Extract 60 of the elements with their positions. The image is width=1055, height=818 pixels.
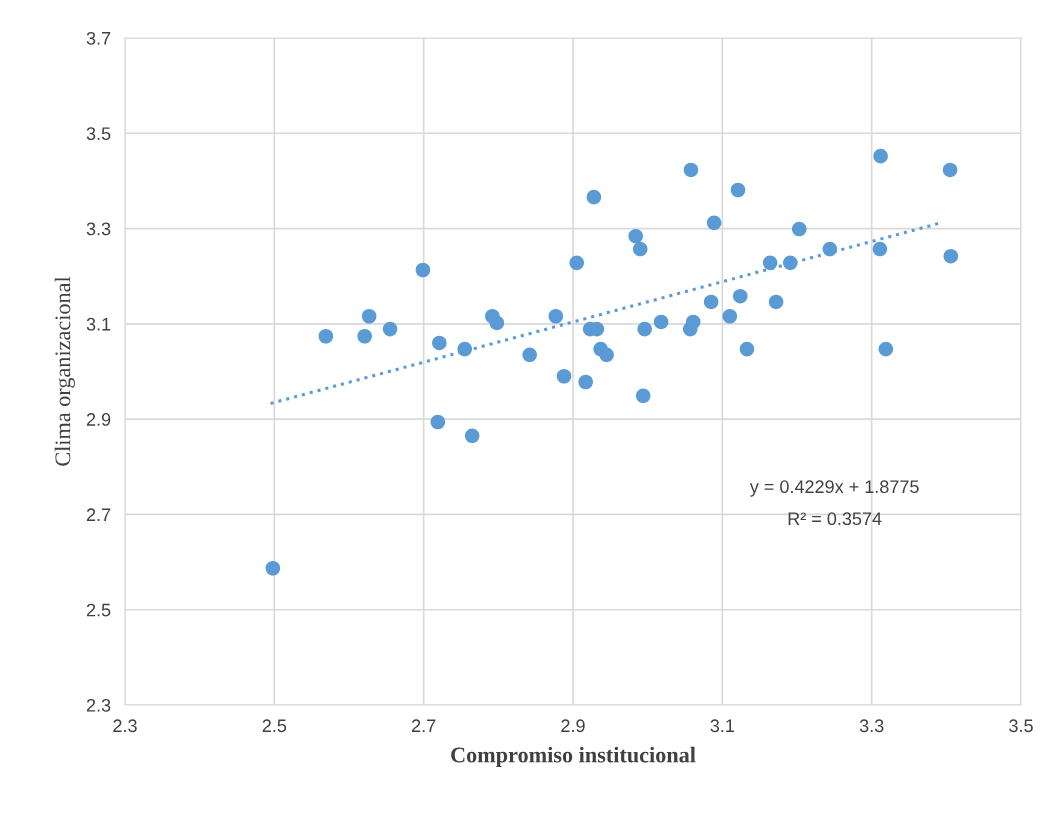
x-tick-label: 3.5: [1009, 719, 1033, 733]
point: [432, 335, 447, 351]
point: [637, 321, 652, 337]
point: [872, 241, 888, 257]
y-axis-title: Clima organizacional: [54, 276, 75, 466]
point: [762, 255, 778, 271]
point: [685, 314, 701, 330]
y-tick-label: 2.5: [86, 603, 111, 617]
point: [878, 341, 894, 357]
point: [732, 288, 748, 304]
x-tick-label: 2.5: [262, 719, 287, 733]
y-tick-label: 3.3: [86, 222, 111, 236]
y-tick-label: 2.3: [86, 698, 111, 712]
point: [706, 215, 722, 231]
point: [942, 162, 958, 178]
point: [739, 341, 755, 357]
point: [943, 248, 959, 264]
point: [703, 294, 719, 310]
point: [489, 315, 505, 331]
point: [632, 241, 648, 257]
point: [873, 148, 888, 164]
y-tick-label: 2.7: [86, 508, 111, 521]
point: [599, 347, 614, 363]
point: [382, 321, 398, 337]
point: [318, 328, 334, 344]
point: [569, 255, 585, 271]
point: [430, 414, 446, 430]
annotation: y = 0.4229x + 1.8775: [749, 480, 919, 497]
x-tick-label: 2.9: [561, 719, 585, 733]
point: [265, 560, 281, 576]
annotation: R² = 0.3574: [788, 512, 882, 526]
point: [464, 428, 480, 444]
point: [635, 388, 651, 404]
x-tick-label: 2.7: [412, 719, 436, 732]
y-tick-label: 3.5: [86, 127, 111, 141]
y-tick-label: 2.9: [86, 413, 111, 426]
point: [683, 162, 699, 178]
point: [361, 308, 377, 324]
x-tick-label: 3.3: [859, 719, 884, 733]
point: [628, 228, 643, 244]
point: [522, 347, 537, 363]
point: [415, 262, 431, 278]
point: [357, 328, 372, 344]
point: [653, 314, 669, 330]
point: [548, 308, 564, 324]
point: [730, 182, 746, 198]
point: [768, 294, 784, 310]
x-tick-label: 2.3: [113, 719, 137, 733]
point: [556, 368, 572, 384]
y-tick-label: 3.7: [86, 31, 111, 45]
point: [457, 341, 473, 357]
x-tick-label: 3.1: [710, 719, 734, 733]
x-axis-title: Compromiso institucional: [451, 746, 696, 767]
point: [586, 189, 602, 205]
y-tick-label: 3.1: [86, 317, 111, 331]
point: [791, 221, 807, 237]
point: [722, 308, 738, 324]
point: [822, 241, 838, 257]
point: [578, 374, 593, 390]
point: [783, 255, 798, 271]
